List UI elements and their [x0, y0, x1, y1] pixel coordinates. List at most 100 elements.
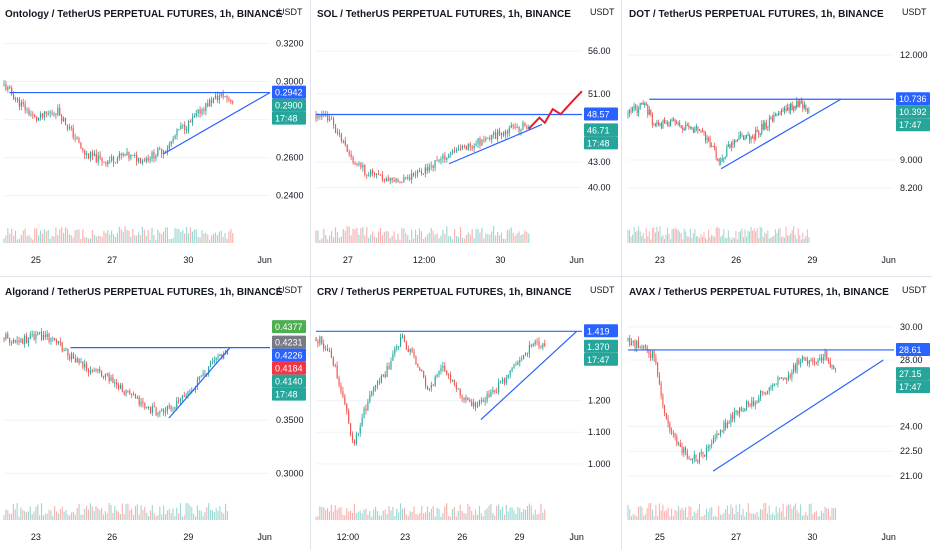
volume-bar	[212, 233, 215, 243]
volume-bar	[715, 227, 717, 243]
volume-bar	[348, 226, 350, 243]
volume-bar	[9, 513, 11, 520]
candle-body	[473, 402, 475, 407]
candle-body	[627, 337, 629, 341]
x-tick-label: 25	[655, 532, 665, 542]
candle-body	[738, 135, 740, 140]
volume-bar	[145, 235, 147, 243]
volume-bar	[168, 508, 170, 520]
ont-chart-svg[interactable]: USDT0.32000.30000.28000.26000.2400252730…	[0, 0, 307, 273]
y-tick-label: 0.2400	[276, 191, 304, 201]
volume-bar	[528, 233, 530, 243]
candle-body	[504, 131, 506, 136]
volume-bar	[770, 514, 772, 520]
candle-body	[667, 122, 669, 124]
candle-body	[353, 440, 356, 444]
chart-panel-ont[interactable]: USDT0.32000.30000.28000.26000.2400252730…	[0, 0, 307, 273]
candle-body	[498, 130, 501, 136]
volume-bar	[45, 231, 47, 243]
candle-body	[220, 92, 222, 96]
candle-body	[397, 178, 399, 183]
volume-bar	[128, 230, 130, 243]
volume-bar	[321, 238, 323, 243]
candle-body	[505, 377, 507, 384]
candle-body	[396, 346, 398, 349]
candle-body	[834, 369, 836, 371]
candle-body	[365, 408, 367, 411]
candle-body	[815, 362, 817, 364]
volume-bar	[74, 230, 76, 243]
volume-bar	[78, 503, 80, 520]
candle-body	[203, 109, 205, 112]
chart-panel-algo[interactable]: USDT 0.3500 0.3000 23 26 29 Jun 0.4377 0.4231 0.4…	[0, 278, 307, 551]
volume-bar	[667, 227, 669, 243]
volume-bar	[459, 227, 462, 243]
volume-bar	[91, 230, 94, 243]
candle-body	[97, 155, 99, 163]
candle-body	[403, 335, 406, 342]
candle-body	[42, 335, 44, 340]
candle-body	[653, 350, 655, 358]
candle-body	[670, 119, 672, 127]
candle-body	[471, 401, 473, 407]
volume-bar	[644, 514, 646, 520]
volume-bar	[211, 235, 213, 243]
volume-bar	[516, 233, 518, 243]
candle-body	[414, 174, 417, 176]
volume-bar	[30, 237, 32, 243]
chart-panel-dot[interactable]: USDT 12.000 9.000 8.200 23 26 29 Jun 10.736 10.39…	[624, 0, 931, 273]
volume-bar	[27, 511, 29, 520]
candle-body	[18, 340, 20, 343]
candle-body	[174, 135, 176, 139]
candle-body	[355, 434, 357, 444]
volume-bar	[346, 508, 348, 520]
volume-bar	[486, 508, 488, 520]
volume-bar	[669, 516, 671, 520]
price-tag	[896, 342, 930, 356]
volume-bar	[57, 234, 59, 243]
volume-bar	[353, 503, 356, 520]
candle-body	[155, 155, 157, 159]
candle-body	[465, 146, 467, 150]
candle-body	[338, 378, 340, 386]
volume-bar	[163, 505, 165, 520]
candle-body	[544, 343, 546, 346]
volume-bar	[724, 238, 726, 243]
candle-body	[385, 178, 387, 181]
candle-body	[178, 400, 180, 402]
candle-body	[637, 340, 639, 349]
candle-body	[791, 103, 793, 111]
volume-bar	[667, 507, 669, 520]
candle-body	[790, 103, 792, 111]
volume-bar	[340, 236, 342, 243]
volume-bar	[86, 505, 88, 520]
sol-chart-svg[interactable]: USDT56.0051.0043.0040.003M2712:0030Jun48…	[312, 0, 619, 273]
candle-body	[680, 125, 682, 128]
candle-body	[438, 371, 440, 375]
candle-body	[63, 117, 65, 122]
volume-bar	[641, 236, 643, 243]
candle-body	[148, 406, 150, 408]
chart-panel-sol[interactable]: USDT56.0051.0043.0040.003M2712:0030Jun48…	[312, 0, 619, 273]
volume-bar	[436, 507, 438, 520]
chart-panel-crv[interactable]: USDT 1.200 1.100 1.000 12:00 23 26 29 Jun 1.419 1.…	[312, 278, 619, 551]
volume-bar	[197, 236, 199, 243]
candle-body	[630, 342, 633, 346]
volume-bar	[812, 514, 814, 520]
volume-bar	[803, 238, 805, 243]
candle-body	[421, 370, 423, 372]
volume-bar	[678, 505, 680, 520]
candle-body	[159, 410, 161, 413]
candle-body	[667, 418, 669, 424]
price-tag	[272, 335, 306, 349]
candle-body	[692, 128, 694, 133]
volume-bar	[733, 514, 735, 520]
volume-bar	[394, 516, 396, 520]
candle-body	[641, 102, 643, 104]
chart-panel-avax[interactable]: USDT 30.00 28.00 24.00 22.50 21.00 25 27 30 Jun 28…	[624, 278, 931, 551]
volume-bar	[790, 233, 792, 243]
